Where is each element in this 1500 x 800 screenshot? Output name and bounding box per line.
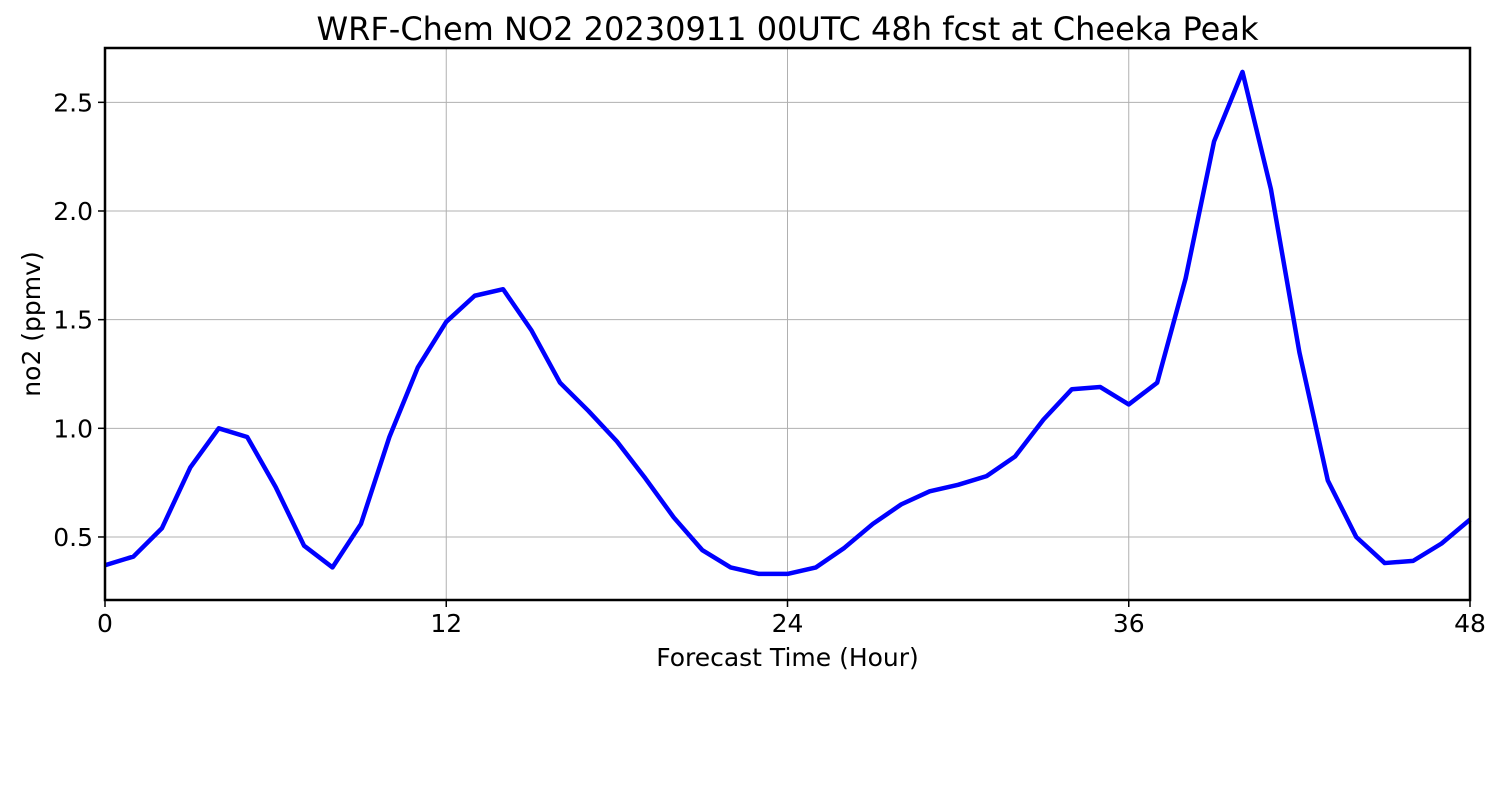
x-tick-label: 36 <box>1113 609 1145 638</box>
axis-ticks: 0 12 24 36 48 0.5 1.0 1.5 2.0 2.5 <box>53 88 1486 638</box>
grid-lines <box>104 48 1471 600</box>
y-axis-label: no2 (ppmv) <box>17 251 46 396</box>
y-tick-label: 2.5 <box>53 88 93 117</box>
no2-series-line <box>104 69 1472 577</box>
x-tick-label: 48 <box>1454 609 1486 638</box>
x-tick-label: 24 <box>772 609 804 638</box>
y-tick-label: 0.5 <box>53 523 93 552</box>
series-layer <box>104 69 1472 577</box>
y-tick-label: 2.0 <box>53 197 93 226</box>
x-tick-label: 12 <box>430 609 462 638</box>
x-tick-label: 0 <box>97 609 113 638</box>
y-tick-label: 1.0 <box>53 414 93 443</box>
y-tick-label: 1.5 <box>53 306 93 335</box>
chart-title: WRF-Chem NO2 20230911 00UTC 48h fcst at … <box>317 10 1259 48</box>
x-axis-label: Forecast Time (Hour) <box>656 643 919 672</box>
